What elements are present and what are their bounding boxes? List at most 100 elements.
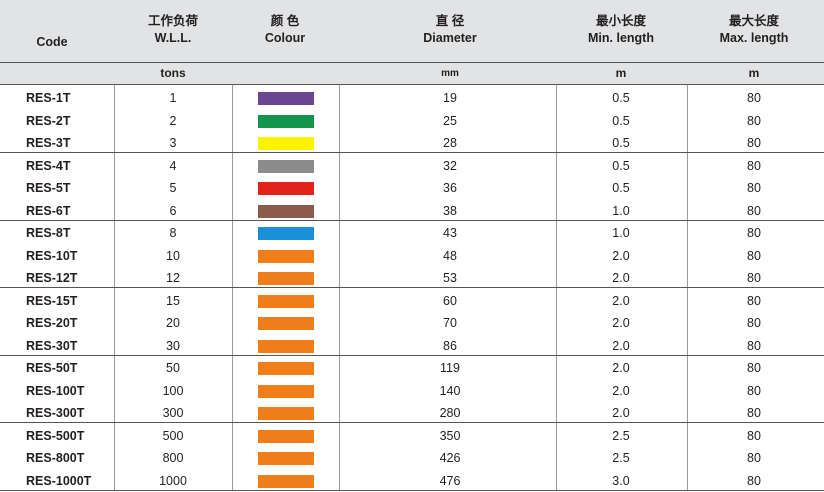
table-row: RES-15T 15 60 2.0 80 [0, 290, 824, 313]
cell-code: RES-800T [26, 447, 84, 470]
cell-min-length: 3.0 [591, 470, 651, 492]
group-divider [0, 355, 824, 356]
cell-wll: 4 [140, 155, 206, 178]
colour-swatch [258, 385, 314, 398]
cell-code: RES-100T [26, 380, 84, 403]
cell-max-length: 80 [724, 222, 784, 245]
cell-min-length: 2.0 [591, 245, 651, 268]
cell-code: RES-20T [26, 312, 77, 335]
unit-min-length: m [591, 63, 651, 84]
cell-diameter: 38 [420, 200, 480, 223]
cell-wll: 6 [140, 200, 206, 223]
cell-wll: 20 [140, 312, 206, 335]
cell-wll: 500 [140, 425, 206, 448]
cell-code: RES-1000T [26, 470, 91, 492]
cell-wll: 10 [140, 245, 206, 268]
cell-wll: 15 [140, 290, 206, 313]
cell-code: RES-6T [26, 200, 70, 223]
colour-swatch [258, 115, 314, 128]
colour-swatch [258, 362, 314, 375]
cell-wll: 8 [140, 222, 206, 245]
colour-swatch [258, 205, 314, 218]
cell-min-length: 2.0 [591, 312, 651, 335]
cell-min-length: 0.5 [591, 87, 651, 110]
cell-wll: 50 [140, 357, 206, 380]
cell-max-length: 80 [724, 312, 784, 335]
cell-code: RES-30T [26, 335, 77, 358]
cell-max-length: 80 [724, 380, 784, 403]
cell-diameter: 25 [420, 110, 480, 133]
cell-diameter: 48 [420, 245, 480, 268]
group-divider [0, 422, 824, 423]
cell-code: RES-1T [26, 87, 70, 110]
cell-code: RES-4T [26, 155, 70, 178]
cell-min-length: 2.5 [591, 425, 651, 448]
cell-max-length: 80 [724, 200, 784, 223]
cell-wll: 30 [140, 335, 206, 358]
cell-max-length: 80 [724, 87, 784, 110]
cell-max-length: 80 [724, 245, 784, 268]
units-row: tons mm m m [0, 62, 824, 85]
cell-code: RES-500T [26, 425, 84, 448]
cell-min-length: 2.5 [591, 447, 651, 470]
colour-swatch [258, 272, 314, 285]
cell-diameter: 476 [420, 470, 480, 492]
cell-diameter: 86 [420, 335, 480, 358]
colour-swatch [258, 340, 314, 353]
cell-max-length: 80 [724, 447, 784, 470]
cell-min-length: 1.0 [591, 222, 651, 245]
cell-max-length: 80 [724, 470, 784, 492]
cell-diameter: 119 [420, 357, 480, 380]
unit-wll: tons [140, 63, 206, 84]
cell-code: RES-50T [26, 357, 77, 380]
cell-max-length: 80 [724, 177, 784, 200]
cell-max-length: 80 [724, 425, 784, 448]
cell-min-length: 0.5 [591, 177, 651, 200]
cell-max-length: 80 [724, 110, 784, 133]
cell-max-length: 80 [724, 290, 784, 313]
group-divider [0, 220, 824, 221]
cell-diameter: 350 [420, 425, 480, 448]
colour-swatch [258, 430, 314, 443]
cell-wll: 5 [140, 177, 206, 200]
colour-swatch [258, 92, 314, 105]
colour-swatch [258, 407, 314, 420]
cell-min-length: 0.5 [591, 110, 651, 133]
cell-min-length: 2.0 [591, 357, 651, 380]
cell-wll: 2 [140, 110, 206, 133]
cell-min-length: 2.0 [591, 290, 651, 313]
cell-code: RES-2T [26, 110, 70, 133]
cell-wll: 1000 [140, 470, 206, 492]
colour-swatch [258, 182, 314, 195]
cell-diameter: 70 [420, 312, 480, 335]
cell-max-length: 80 [724, 155, 784, 178]
colour-swatch [258, 452, 314, 465]
colour-swatch [258, 227, 314, 240]
table-row: RES-1000T 1000 476 3.0 80 [0, 470, 824, 492]
table-row: RES-10T 10 48 2.0 80 [0, 245, 824, 268]
group-divider [0, 152, 824, 153]
group-divider [0, 287, 824, 288]
cell-code: RES-15T [26, 290, 77, 313]
table-row: RES-50T 50 119 2.0 80 [0, 357, 824, 380]
colour-swatch [258, 475, 314, 488]
unit-max-length: m [724, 63, 784, 84]
cell-diameter: 60 [420, 290, 480, 313]
cell-wll: 1 [140, 87, 206, 110]
cell-max-length: 80 [724, 335, 784, 358]
cell-code: RES-10T [26, 245, 77, 268]
cell-max-length: 80 [724, 357, 784, 380]
cell-code: RES-5T [26, 177, 70, 200]
